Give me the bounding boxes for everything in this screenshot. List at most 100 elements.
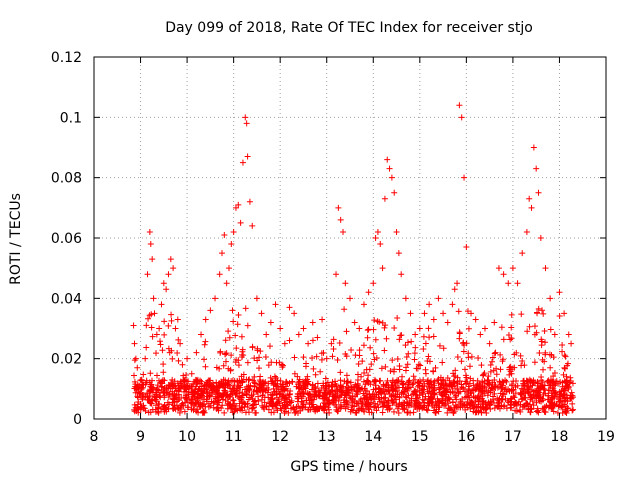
data-point bbox=[324, 379, 331, 386]
data-point bbox=[541, 328, 548, 335]
data-point bbox=[556, 392, 563, 399]
data-point bbox=[192, 386, 199, 393]
data-point bbox=[517, 352, 524, 359]
data-point bbox=[262, 353, 269, 360]
data-point bbox=[222, 358, 229, 365]
data-point bbox=[386, 405, 393, 412]
data-point bbox=[390, 408, 397, 415]
data-point bbox=[564, 405, 571, 412]
data-point bbox=[523, 228, 530, 235]
data-point bbox=[403, 354, 410, 361]
data-point bbox=[493, 371, 500, 378]
data-point bbox=[468, 353, 475, 360]
x-tick-label: 18 bbox=[551, 429, 569, 445]
data-point bbox=[466, 363, 473, 370]
data-point bbox=[207, 307, 214, 314]
data-point bbox=[430, 387, 437, 394]
data-point bbox=[132, 355, 139, 362]
data-point bbox=[473, 409, 480, 416]
data-point bbox=[202, 316, 209, 323]
data-point bbox=[222, 337, 229, 344]
data-point bbox=[535, 389, 542, 396]
data-point bbox=[364, 327, 371, 334]
data-point bbox=[480, 371, 487, 378]
data-point bbox=[258, 310, 265, 317]
data-point bbox=[561, 352, 568, 359]
data-point bbox=[272, 301, 279, 308]
data-point bbox=[131, 357, 138, 364]
data-point bbox=[435, 385, 442, 392]
data-point bbox=[562, 378, 569, 385]
data-point bbox=[426, 301, 433, 308]
data-point bbox=[538, 336, 545, 343]
data-point bbox=[568, 340, 575, 347]
data-point bbox=[249, 222, 256, 229]
data-point bbox=[561, 378, 568, 385]
data-point bbox=[225, 265, 232, 272]
data-point bbox=[272, 377, 279, 384]
data-point bbox=[139, 384, 146, 391]
data-point bbox=[356, 325, 363, 332]
data-point bbox=[452, 402, 459, 409]
data-point bbox=[531, 395, 538, 402]
data-point bbox=[343, 385, 350, 392]
data-point bbox=[305, 391, 312, 398]
data-point bbox=[547, 398, 554, 405]
data-point bbox=[549, 384, 556, 391]
data-point bbox=[470, 401, 476, 408]
data-point bbox=[310, 365, 317, 372]
data-point bbox=[425, 325, 432, 332]
data-point bbox=[286, 391, 293, 398]
data-point bbox=[360, 407, 367, 414]
data-point bbox=[391, 379, 398, 386]
data-point bbox=[242, 114, 249, 121]
data-point bbox=[302, 377, 309, 384]
data-point bbox=[372, 336, 379, 343]
data-point bbox=[437, 384, 444, 391]
x-axis-title: GPS time / hours bbox=[290, 459, 407, 475]
data-point bbox=[319, 393, 326, 400]
data-point bbox=[238, 333, 245, 340]
data-point bbox=[132, 404, 139, 411]
data-point bbox=[416, 325, 423, 332]
data-point bbox=[328, 340, 335, 347]
data-point bbox=[242, 305, 249, 312]
data-point bbox=[489, 354, 496, 361]
data-point bbox=[235, 311, 242, 318]
data-point bbox=[220, 362, 227, 369]
data-point bbox=[313, 353, 320, 360]
data-point bbox=[348, 346, 355, 353]
data-point bbox=[243, 120, 250, 127]
data-point bbox=[533, 329, 540, 336]
data-point bbox=[247, 382, 254, 389]
data-point bbox=[295, 331, 302, 338]
data-point bbox=[320, 349, 327, 356]
data-point bbox=[337, 216, 344, 223]
data-point bbox=[425, 353, 432, 360]
data-point bbox=[377, 241, 384, 248]
data-point bbox=[147, 241, 154, 248]
data-point bbox=[454, 374, 461, 381]
data-point bbox=[481, 378, 488, 385]
data-point bbox=[398, 271, 405, 278]
data-point bbox=[426, 358, 433, 365]
data-point bbox=[439, 359, 446, 366]
data-point bbox=[332, 380, 339, 387]
data-point bbox=[364, 394, 371, 401]
data-point bbox=[197, 380, 204, 387]
data-point bbox=[444, 319, 451, 326]
data-point bbox=[372, 400, 379, 407]
data-point bbox=[253, 295, 260, 302]
data-point bbox=[396, 393, 403, 400]
data-point bbox=[395, 409, 402, 416]
data-point bbox=[467, 405, 474, 412]
data-point bbox=[267, 343, 274, 350]
data-point bbox=[568, 389, 575, 396]
data-point bbox=[201, 341, 208, 348]
data-point bbox=[361, 385, 368, 392]
data-point bbox=[314, 380, 321, 387]
data-point bbox=[455, 390, 462, 397]
data-point bbox=[326, 383, 333, 390]
data-point bbox=[276, 359, 283, 366]
data-point bbox=[557, 391, 564, 398]
